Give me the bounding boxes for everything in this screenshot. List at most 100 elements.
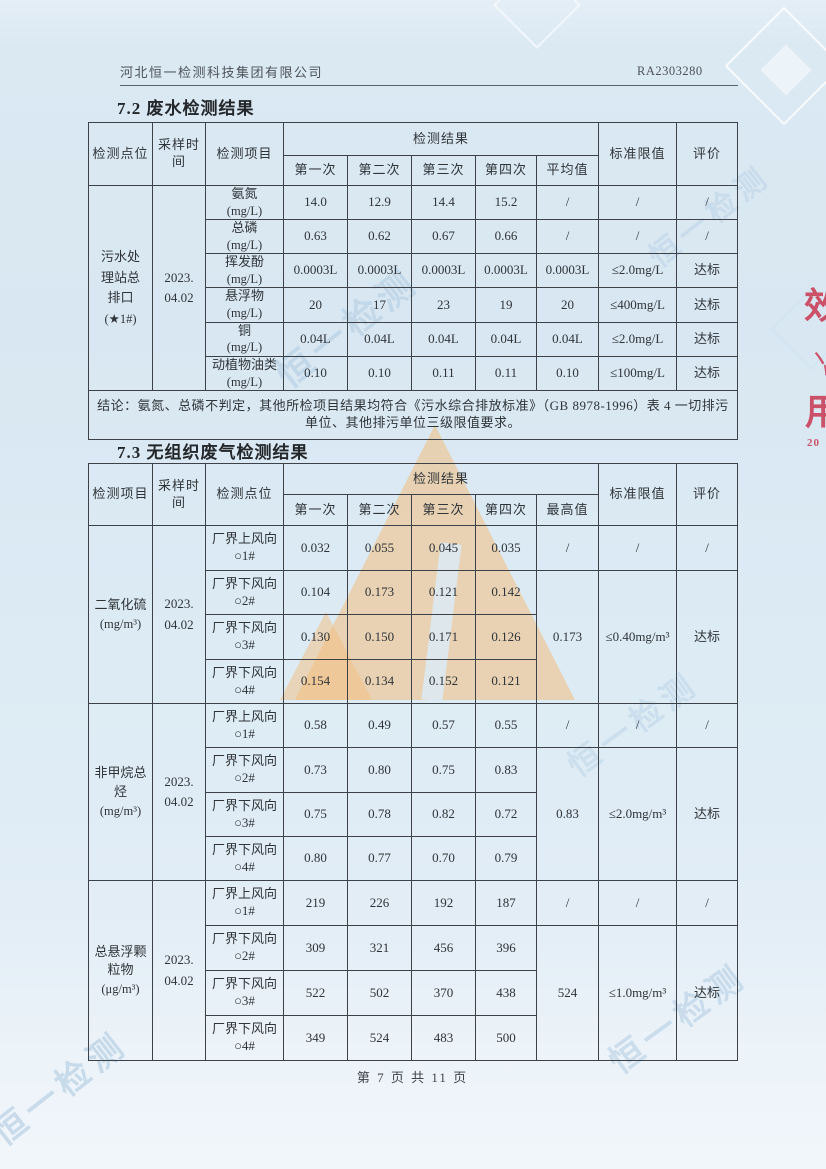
limit-cell: ≤2.0mg/m³ — [598, 747, 677, 881]
limit-cell: / — [598, 525, 677, 571]
section-title-72: 7.2 废水检测结果 — [117, 99, 255, 118]
value-cell: 192 — [411, 880, 476, 926]
value-cell: 524 — [347, 1015, 412, 1061]
eval-cell: / — [676, 703, 738, 748]
value-cell: 0.83 — [475, 747, 537, 793]
max-cell: / — [536, 880, 599, 926]
stamp-fragment: 用 — [805, 392, 826, 432]
value-cell: 0.134 — [347, 659, 412, 704]
value-cell: 0.72 — [475, 792, 537, 837]
col-header-item: 检测项目 — [88, 463, 153, 526]
item-unit: (mg/m³) — [99, 616, 142, 631]
value-cell: 0.0003L — [536, 253, 599, 289]
diamond-watermark — [493, 0, 581, 49]
value-cell: 0.77 — [347, 836, 412, 881]
subcol-header-run4: 第四次 — [475, 494, 537, 526]
col-header-eval: 评价 — [676, 463, 738, 526]
value-cell: 0.121 — [411, 570, 476, 615]
point-cell: 污水处理站总排口 (★1#) — [88, 185, 153, 391]
point-cell: 厂界下风向○3# — [205, 792, 284, 837]
value-cell: / — [536, 184, 599, 221]
value-cell: 0.10 — [347, 355, 412, 391]
value-cell: 0.035 — [475, 525, 537, 571]
value-cell: 0.142 — [475, 570, 537, 615]
value-cell: 0.04L — [411, 321, 476, 357]
value-cell: 0.150 — [347, 614, 412, 660]
eval-cell: 达标 — [676, 321, 738, 357]
value-cell: 0.70 — [411, 836, 476, 881]
max-cell: 0.173 — [536, 570, 599, 704]
max-cell: / — [536, 525, 599, 571]
time-cell: 2023. 04.02 — [152, 525, 206, 704]
eval-cell: 达标 — [676, 925, 738, 1061]
point-cell: 厂界下风向○4# — [205, 659, 284, 704]
time-cell: 2023. 04.02 — [152, 703, 206, 881]
eval-cell: 达标 — [676, 287, 738, 323]
value-cell: 0.58 — [283, 703, 348, 748]
value-cell: 15.2 — [475, 184, 537, 221]
value-cell: 0.045 — [411, 525, 476, 571]
value-cell: 0.0003L — [283, 253, 348, 289]
col-header-limit: 标准限值 — [598, 122, 677, 186]
item-unit: (mg/L) — [226, 374, 263, 389]
value-cell: 0.04L — [347, 321, 412, 357]
point-cell: 厂界下风向○4# — [205, 836, 284, 881]
col-header-point: 检测点位 — [88, 122, 153, 186]
value-cell: 349 — [283, 1015, 348, 1061]
eval-cell: / — [676, 184, 738, 221]
value-cell: 12.9 — [347, 184, 412, 221]
value-cell: 309 — [283, 925, 348, 971]
item-unit: (mg/L) — [226, 272, 263, 287]
value-cell: 20 — [283, 287, 348, 323]
time-cell: 2023. 04.02 — [152, 185, 206, 391]
value-cell: 483 — [411, 1015, 476, 1061]
subcol-header-run2: 第二次 — [347, 155, 412, 186]
item-name: 非甲烷总烃 — [94, 765, 147, 799]
value-cell: / — [536, 219, 599, 255]
subcol-header-run1: 第一次 — [283, 155, 348, 186]
value-cell: 0.0003L — [411, 253, 476, 289]
item-name: 铜 — [237, 322, 251, 338]
col-header-point: 检测点位 — [205, 463, 284, 526]
max-cell: 524 — [536, 925, 599, 1061]
sample-date-line1: 2023. — [164, 773, 194, 789]
item-name: 氨氮 — [231, 186, 258, 201]
item-name: 动植物油类 — [211, 356, 277, 372]
value-cell: 0.121 — [475, 659, 537, 704]
sample-date-line2: 04.02 — [164, 972, 194, 988]
eval-cell: / — [676, 880, 738, 926]
point-cell: 厂界下风向○2# — [205, 925, 284, 971]
col-header-results: 检测结果 — [283, 122, 599, 156]
value-cell: 0.82 — [411, 792, 476, 837]
col-header-item: 检测项目 — [205, 122, 284, 186]
col-header-eval: 评价 — [676, 122, 738, 186]
page-footer: 第 7 页 共 11 页 — [356, 1070, 469, 1085]
limit-cell: ≤1.0mg/m³ — [598, 925, 677, 1061]
limit-cell: ≤100mg/L — [598, 355, 677, 391]
value-cell: 0.0003L — [347, 253, 412, 289]
value-cell: 0.66 — [475, 219, 537, 255]
eval-cell: 达标 — [676, 253, 738, 289]
point-cell: 厂界上风向○1# — [205, 880, 284, 926]
item-unit: (mg/L) — [226, 203, 263, 218]
value-cell: 14.4 — [411, 184, 476, 221]
value-cell: 0.10 — [536, 355, 599, 391]
item-cell: 动植物油类 (mg/L) — [205, 355, 284, 391]
point-cell: 厂界下风向○3# — [205, 614, 284, 660]
value-cell: 500 — [475, 1015, 537, 1061]
sample-date-line1: 2023. — [164, 952, 194, 968]
item-name: 二氧化硫 — [94, 597, 147, 613]
value-cell: 0.171 — [411, 614, 476, 660]
value-cell: 321 — [347, 925, 412, 971]
subcol-header-run2: 第二次 — [347, 494, 412, 526]
value-cell: 0.126 — [475, 614, 537, 660]
max-cell: 0.83 — [536, 747, 599, 881]
item-cell: 总磷 (mg/L) — [205, 219, 284, 255]
value-cell: 0.104 — [283, 570, 348, 615]
value-cell: 522 — [283, 970, 348, 1016]
value-cell: 502 — [347, 970, 412, 1016]
value-cell: 0.10 — [283, 355, 348, 391]
value-cell: 0.11 — [411, 355, 476, 391]
item-unit: (mg/m³) — [99, 803, 142, 818]
col-header-time: 采样时间 — [152, 122, 206, 186]
